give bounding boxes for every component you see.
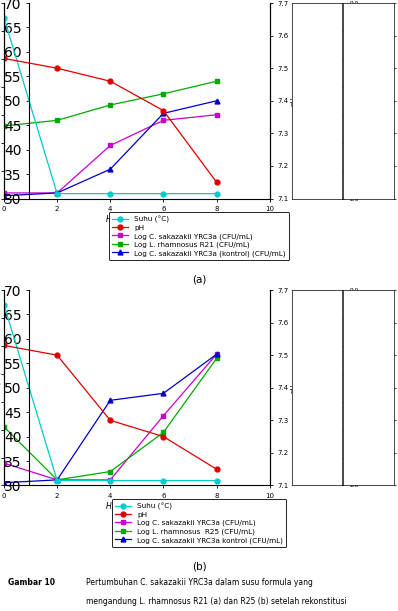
- X-axis label: Hang time (jam): Hang time (jam): [106, 502, 168, 511]
- Y-axis label: Suhu (°C): Suhu (°C): [0, 371, 2, 404]
- Y-axis label: pH: pH: [290, 96, 296, 106]
- Y-axis label: Suhu (°C): Suhu (°C): [0, 84, 2, 118]
- Legend: Suhu (°C), pH, Log C. sakazakii YRC3a (CFU/mL), Log L. rhamnosus  R25 (CFU/mL), : Suhu (°C), pH, Log C. sakazakii YRC3a (C…: [111, 499, 287, 547]
- Text: Pertumbuhan C. sakazakii YRC3a dalam susu formula yang: Pertumbuhan C. sakazakii YRC3a dalam sus…: [86, 579, 313, 587]
- Legend: Suhu (°C), pH, Log C. sakazakii YRC3a (CFU/mL), Log L. rhamnosus R21 (CFU/mL), L: Suhu (°C), pH, Log C. sakazakii YRC3a (C…: [109, 212, 289, 260]
- Text: mengandung L. rhamnosus R21 (a) dan R25 (b) setelah rekonstitusi: mengandung L. rhamnosus R21 (a) dan R25 …: [86, 596, 347, 606]
- X-axis label: Hang time (jam): Hang time (jam): [106, 215, 168, 224]
- Y-axis label: pH: pH: [290, 383, 296, 392]
- Text: Gambar 10: Gambar 10: [8, 579, 55, 587]
- Text: (a): (a): [192, 275, 206, 285]
- Y-axis label: Log C. sakazakii YRC3a (CFU/mL): Log C. sakazakii YRC3a (CFU/mL): [360, 345, 365, 431]
- Text: (b): (b): [192, 562, 206, 572]
- Y-axis label: Log C. sakazakii YRC3a (CFU/mL): Log C. sakazakii YRC3a (CFU/mL): [360, 57, 365, 144]
